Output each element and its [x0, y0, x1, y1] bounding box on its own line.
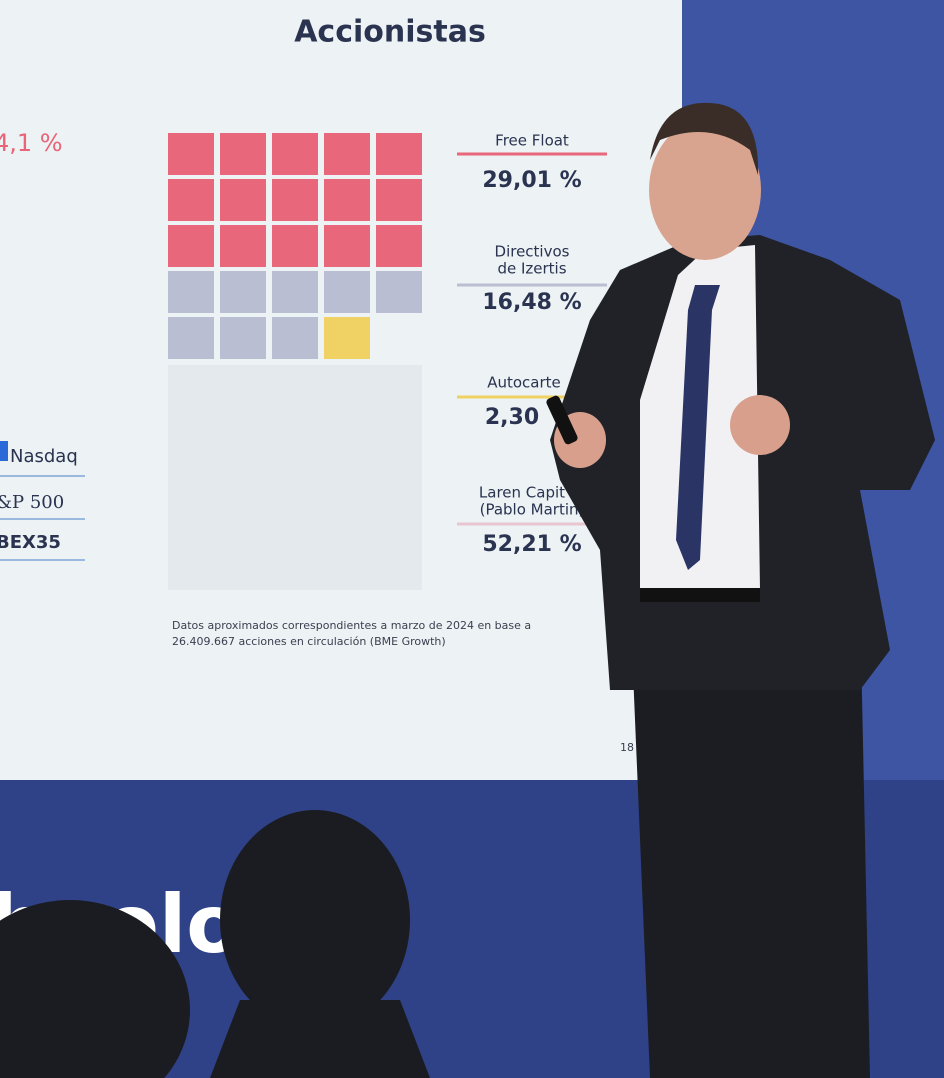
footnote: Datos aproximados correspondientes a mar… [172, 619, 531, 632]
legend-label: Laren Capit [479, 484, 565, 502]
legend-value: 2,30 [485, 405, 539, 430]
legend-value: 16,48 % [482, 290, 581, 315]
logo: BEX35 [0, 532, 61, 553]
logo: &P 500 [0, 492, 64, 513]
legend-value: 29,01 % [482, 168, 581, 193]
audience [0, 810, 430, 1078]
legend-label: Directivos [495, 243, 570, 261]
page-number: 18 [620, 741, 634, 754]
slide-title: Accionistas [294, 15, 486, 50]
left-value: 4,1 % [0, 129, 63, 157]
speaker [546, 102, 935, 1078]
nasdaq-logo-mark [0, 441, 8, 461]
legend-value: 52,21 % [482, 532, 581, 557]
logo: Nasdaq [10, 446, 78, 467]
legend-label: Free Float [495, 132, 569, 150]
legend-label: (Pablo Martin) [480, 501, 585, 519]
legend-label: Autocarte [487, 374, 561, 392]
legend-label: de Izertis [497, 260, 566, 278]
footnote: 26.409.667 acciones en circulación (BME … [172, 635, 446, 648]
waffle-grid [168, 133, 422, 590]
